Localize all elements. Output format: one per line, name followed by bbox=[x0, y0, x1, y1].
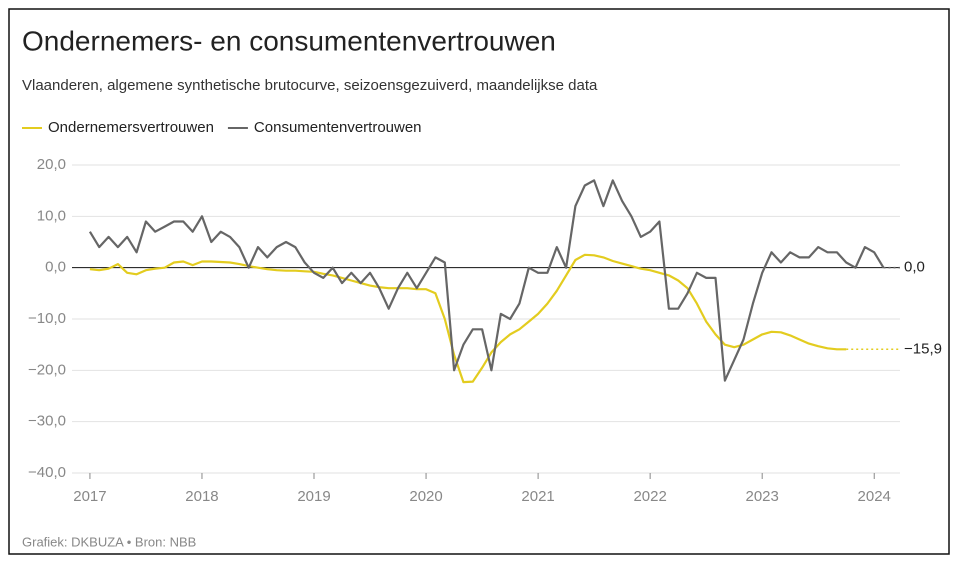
x-tick-label: 2018 bbox=[185, 488, 218, 505]
y-tick-label: −40,0 bbox=[28, 464, 66, 481]
x-tick-label: 2020 bbox=[409, 488, 442, 505]
legend-label: Ondernemersvertrouwen bbox=[48, 119, 214, 136]
end-label: 0,0 bbox=[904, 259, 925, 276]
legend-label: Consumentenvertrouwen bbox=[254, 119, 422, 136]
frame bbox=[8, 8, 950, 555]
y-tick-label: 20,0 bbox=[37, 156, 66, 173]
x-tick-label: 2017 bbox=[73, 488, 106, 505]
y-tick-label: −30,0 bbox=[28, 413, 66, 430]
x-tick-label: 2023 bbox=[745, 488, 778, 505]
end-label: −15,9 bbox=[904, 340, 942, 357]
chart-title: Ondernemers- en consumentenvertrouwen bbox=[22, 25, 556, 56]
series-line bbox=[88, 179, 885, 382]
y-tick-label: −10,0 bbox=[28, 310, 66, 327]
x-tick-label: 2024 bbox=[858, 488, 891, 505]
x-tick-label: 2021 bbox=[521, 488, 554, 505]
y-tick-label: −20,0 bbox=[28, 361, 66, 378]
x-tick-label: 2022 bbox=[633, 488, 666, 505]
y-tick-label: 0,0 bbox=[45, 259, 66, 276]
x-tick-label: 2019 bbox=[297, 488, 330, 505]
source: Grafiek: DKBUZA • Bron: NBB bbox=[22, 534, 196, 549]
y-tick-label: 10,0 bbox=[37, 207, 66, 224]
chart-subtitle: Vlaanderen, algemene synthetische brutoc… bbox=[22, 77, 598, 94]
